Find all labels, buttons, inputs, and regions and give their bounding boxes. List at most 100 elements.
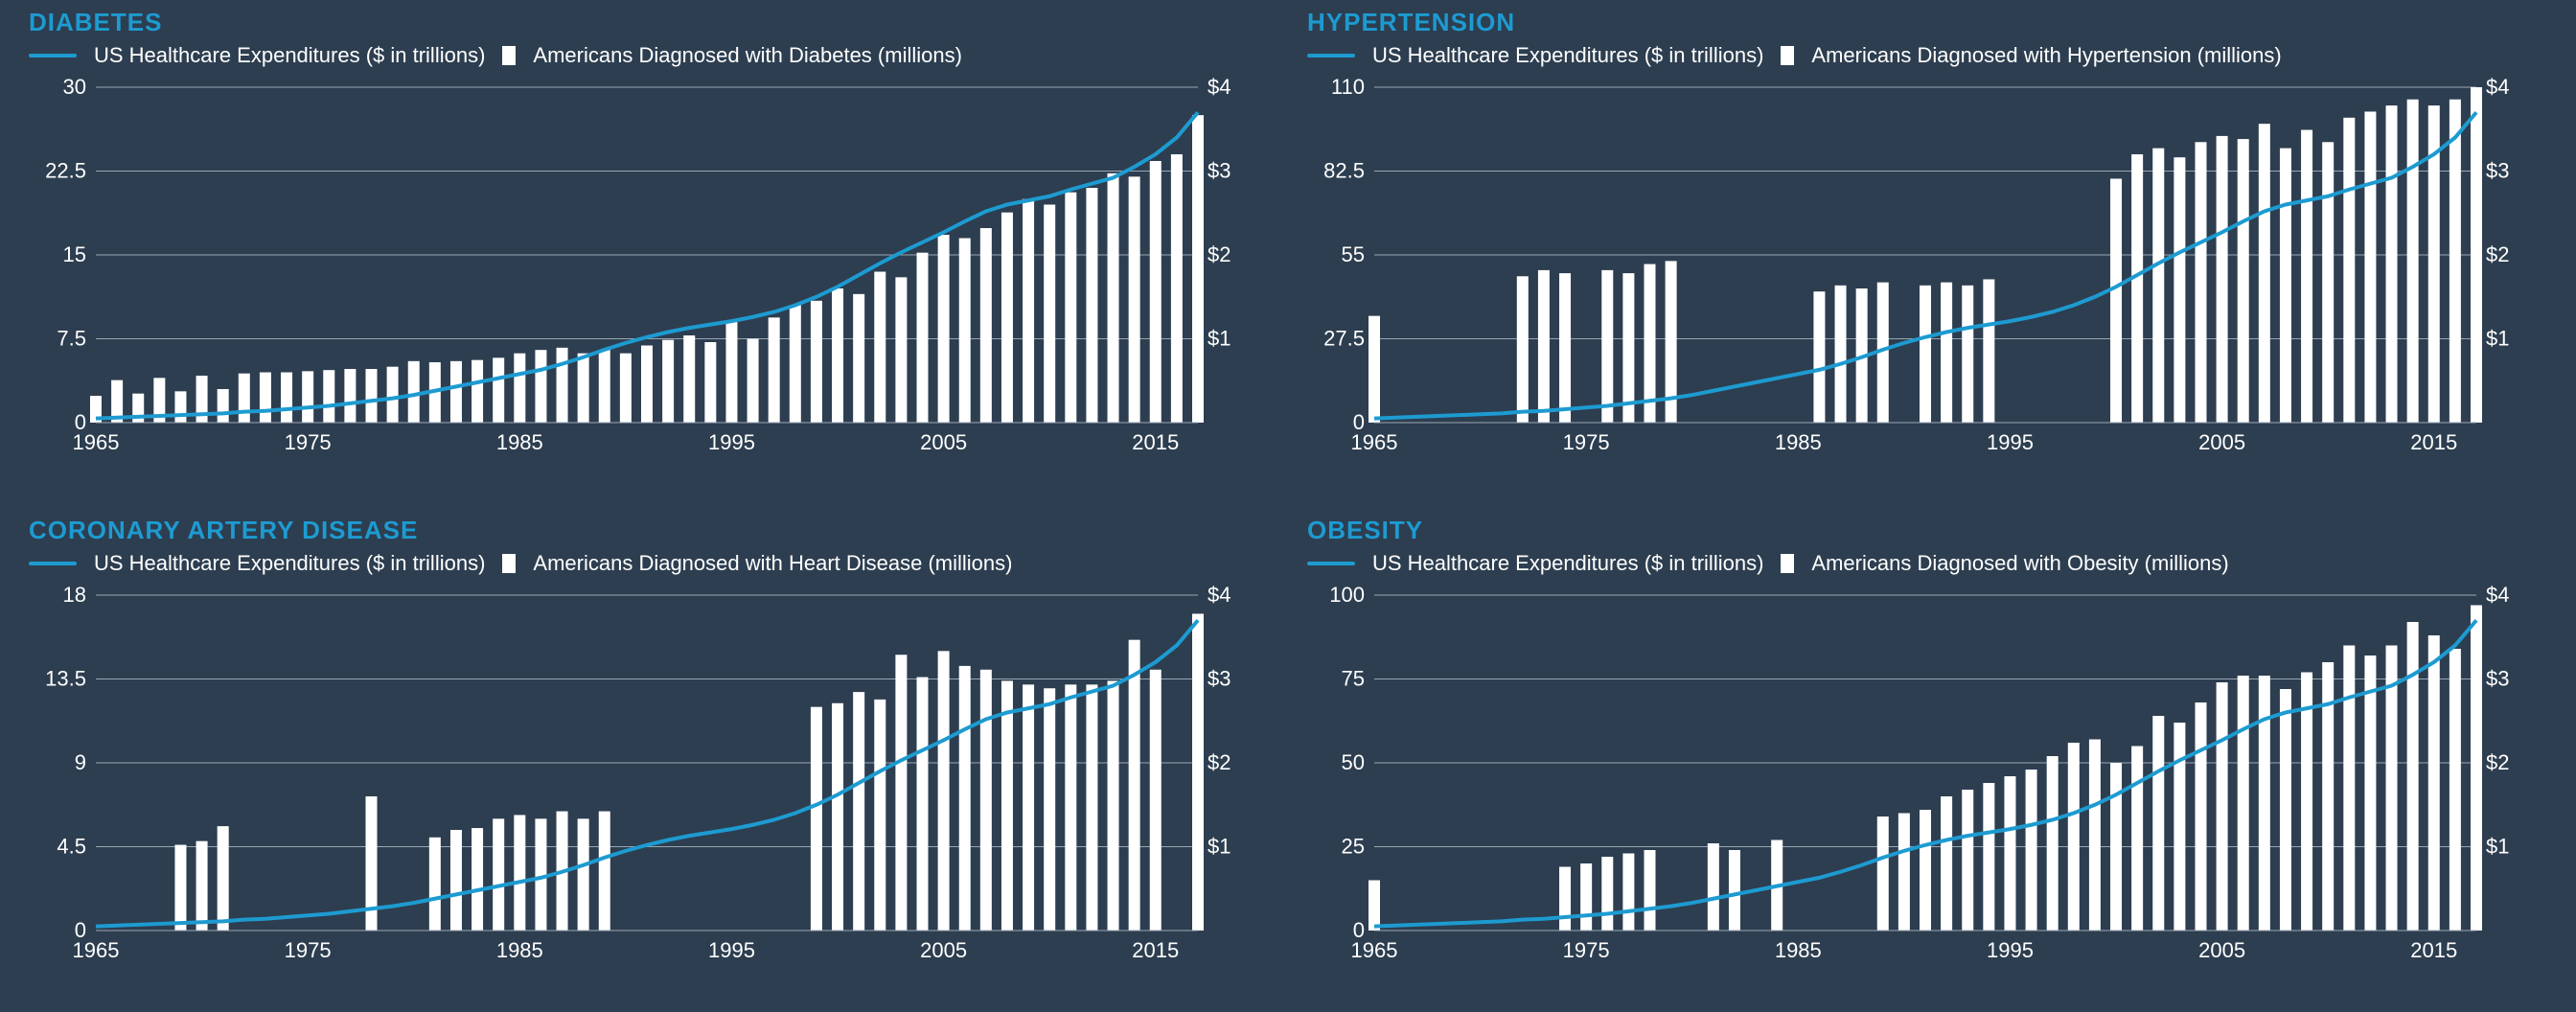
legend-bar-label: Americans Diagnosed with Diabetes (milli… <box>533 43 962 68</box>
svg-text:1975: 1975 <box>285 938 332 962</box>
svg-text:2015: 2015 <box>2410 430 2457 454</box>
svg-text:75: 75 <box>1342 667 1365 691</box>
bar-2003 <box>2174 723 2185 931</box>
bar-1991 <box>641 346 653 424</box>
hypertension-chart: 027.55582.5110$1$2$3$4196519751985199520… <box>1307 78 2547 496</box>
bar-2005 <box>938 235 950 423</box>
bar-2001 <box>2131 747 2143 932</box>
svg-text:2005: 2005 <box>2198 938 2245 962</box>
svg-text:$3: $3 <box>1208 159 1230 183</box>
svg-text:1965: 1965 <box>1351 430 1398 454</box>
svg-text:$4: $4 <box>1208 586 1230 607</box>
svg-text:100: 100 <box>1329 586 1365 607</box>
bar-2007 <box>2259 676 2270 931</box>
bar-1982 <box>450 361 462 423</box>
bar-1987 <box>1835 286 1847 423</box>
bar-1977 <box>1622 273 1634 423</box>
bar-1986 <box>1813 291 1825 423</box>
svg-text:1985: 1985 <box>496 430 543 454</box>
hypertension-chart-svg: 027.55582.5110$1$2$3$4196519751985199520… <box>1307 78 2534 461</box>
bar-1996 <box>748 339 759 424</box>
svg-text:$1: $1 <box>1208 835 1230 859</box>
bar-2017 <box>2471 606 2482 932</box>
bar-1975 <box>302 371 313 423</box>
svg-text:1985: 1985 <box>496 938 543 962</box>
bar-1993 <box>1962 286 1973 423</box>
bar-2004 <box>2196 702 2207 931</box>
bar-2014 <box>2407 100 2419 423</box>
bar-2003 <box>895 277 907 423</box>
bar-1980 <box>408 361 420 423</box>
svg-text:2005: 2005 <box>920 430 967 454</box>
obesity-title: OBESITY <box>1307 516 2547 545</box>
svg-text:2005: 2005 <box>920 938 967 962</box>
bar-2004 <box>917 253 929 423</box>
bar-1992 <box>1941 283 1952 423</box>
panel-cad: CORONARY ARTERY DISEASEUS Healthcare Exp… <box>29 516 1269 1004</box>
bar-2011 <box>2343 646 2355 932</box>
bar-1977 <box>1622 854 1634 932</box>
bar-1992 <box>1941 796 1952 931</box>
bar-2006 <box>959 666 971 931</box>
svg-text:1995: 1995 <box>1987 938 2034 962</box>
bar-1974 <box>1559 273 1571 423</box>
bar-1999 <box>811 301 822 423</box>
bar-2012 <box>1086 684 1097 931</box>
svg-text:22.5: 22.5 <box>45 159 86 183</box>
legend-bar-label: Americans Diagnosed with Obesity (millio… <box>1811 551 2228 576</box>
bar-1984 <box>493 818 504 931</box>
bar-2002 <box>2152 149 2164 423</box>
bar-1975 <box>1580 863 1592 931</box>
svg-text:27.5: 27.5 <box>1323 327 1365 351</box>
bar-1997 <box>2047 756 2058 931</box>
hypertension-title: HYPERTENSION <box>1307 8 2547 37</box>
bar-1985 <box>514 354 525 423</box>
bar-2008 <box>1001 680 1013 931</box>
bar-1987 <box>557 348 568 423</box>
svg-text:30: 30 <box>63 78 86 99</box>
svg-text:1975: 1975 <box>285 430 332 454</box>
bar-2015 <box>2428 635 2440 931</box>
svg-text:$1: $1 <box>2486 835 2509 859</box>
bar-1982 <box>1729 850 1740 931</box>
svg-text:2005: 2005 <box>2198 430 2245 454</box>
legend-line-swatch <box>1307 562 1355 565</box>
legend-bar-swatch <box>1781 46 1794 65</box>
bar-1984 <box>493 357 504 423</box>
svg-text:$2: $2 <box>1208 750 1230 774</box>
svg-text:1965: 1965 <box>73 938 120 962</box>
bar-1976 <box>1601 857 1613 931</box>
svg-text:9: 9 <box>75 750 86 774</box>
bar-1999 <box>811 707 822 931</box>
bar-1998 <box>2068 743 2080 931</box>
bar-1994 <box>704 342 716 423</box>
bar-2009 <box>2301 130 2312 423</box>
bar-2013 <box>1108 173 1119 423</box>
bar-2017 <box>2471 87 2482 423</box>
bar-2010 <box>1044 688 1055 931</box>
cad-chart: 04.5913.518$1$2$3$4196519751985199520052… <box>29 586 1269 1004</box>
svg-text:$4: $4 <box>2486 586 2509 607</box>
bar-2001 <box>853 294 864 423</box>
legend-bar-swatch <box>1781 554 1794 573</box>
svg-text:$4: $4 <box>1208 78 1230 99</box>
bar-2005 <box>2217 682 2228 931</box>
bar-2013 <box>2386 105 2398 423</box>
legend-bar-swatch <box>502 554 516 573</box>
bar-1965 <box>1368 881 1380 932</box>
diabetes-title: DIABETES <box>29 8 1269 37</box>
bar-1998 <box>790 306 801 424</box>
bar-2002 <box>874 700 886 931</box>
legend-line-label: US Healthcare Expenditures ($ in trillio… <box>1372 551 1763 576</box>
diabetes-chart: 07.51522.530$1$2$3$419651975198519952005… <box>29 78 1269 496</box>
svg-text:$2: $2 <box>1208 242 1230 266</box>
bar-1993 <box>683 335 695 423</box>
panel-obesity: OBESITY US Healthcare Expenditures ($ in … <box>1307 516 2547 1004</box>
hypertension-legend: US Healthcare Expenditures ($ in trillio… <box>1307 43 2547 68</box>
bar-2014 <box>1129 176 1140 423</box>
bar-2006 <box>2238 676 2249 931</box>
bar-2016 <box>2450 100 2461 423</box>
bar-1972 <box>239 374 250 423</box>
bar-2004 <box>917 678 929 931</box>
bar-1971 <box>218 389 229 423</box>
